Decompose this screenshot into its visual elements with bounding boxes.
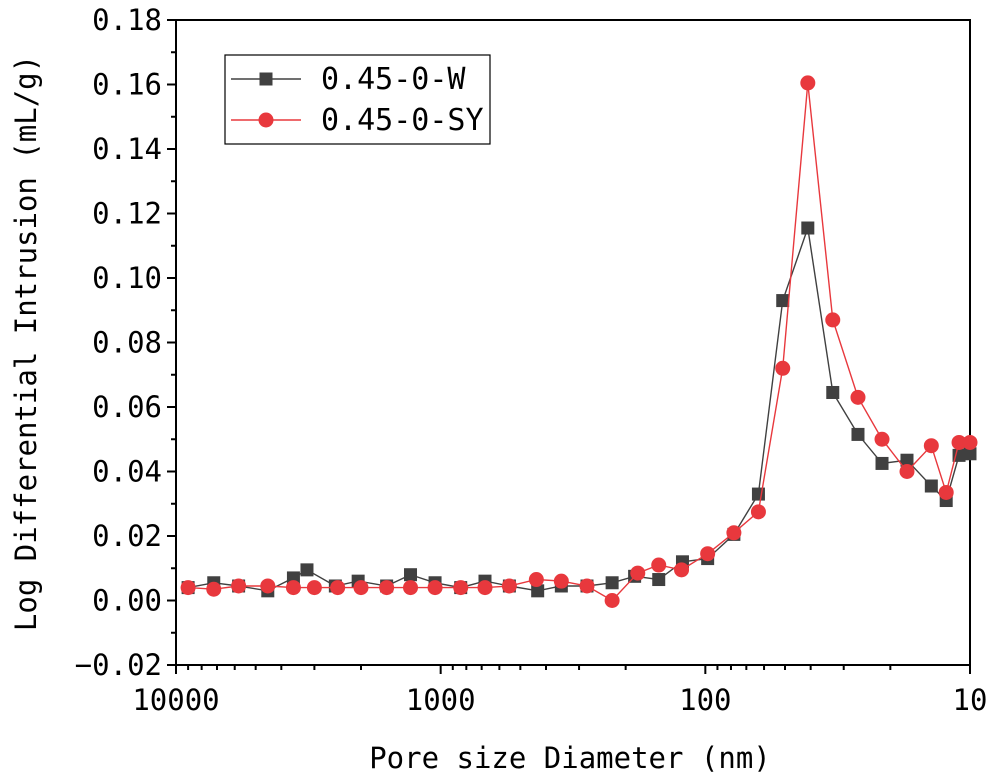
data-point <box>427 580 443 596</box>
x-tick-label: 1000 <box>406 683 476 717</box>
y-tick-label: 0.06 <box>92 390 162 424</box>
data-point <box>604 593 620 608</box>
y-tick-label: 0.08 <box>92 326 162 360</box>
y-tick-label: 0.00 <box>92 584 162 618</box>
axis-tick-labels: −0.02 0.00 0.02 0.04 0.06 0.08 0.10 0.12 0.14 0.1… <box>75 3 988 717</box>
data-point <box>776 294 790 308</box>
data-point <box>605 576 619 590</box>
legend: 0.45-0-W 0.45-0-SY <box>224 54 491 145</box>
y-tick-label: 0.16 <box>92 68 162 102</box>
data-point <box>260 578 276 594</box>
data-point <box>553 573 569 589</box>
data-point <box>330 580 346 596</box>
data-point <box>826 385 840 399</box>
data-point <box>180 580 196 596</box>
data-point <box>800 75 816 91</box>
data-point <box>951 434 967 450</box>
data-point <box>962 434 978 450</box>
x-tick-label: 100 <box>679 683 731 717</box>
series-line <box>188 82 970 602</box>
y-tick-label: 0.02 <box>92 519 162 553</box>
series-1 <box>181 221 977 598</box>
data-point <box>875 456 889 470</box>
data-point <box>306 580 322 596</box>
data-point <box>775 360 791 376</box>
data-point <box>379 580 395 596</box>
y-tick-label: 0.18 <box>92 3 162 37</box>
data-point <box>674 562 690 578</box>
data-point <box>403 580 419 596</box>
data-point <box>874 431 890 447</box>
data-point <box>353 580 369 596</box>
data-point <box>900 453 914 467</box>
data-point <box>700 546 716 562</box>
x-tick-label: 10 <box>953 683 988 717</box>
data-point <box>899 464 915 479</box>
y-tick-label: 0.04 <box>92 455 162 489</box>
legend-swatch-marker <box>258 112 274 128</box>
data-point <box>501 578 517 594</box>
data-point <box>851 427 865 441</box>
data-point <box>751 487 765 501</box>
data-point <box>801 221 815 235</box>
data-point <box>750 504 766 520</box>
series-line <box>187 227 971 592</box>
data-point <box>923 438 939 454</box>
data-point <box>453 580 469 596</box>
data-point <box>404 568 418 582</box>
legend-swatch-marker <box>259 72 273 86</box>
legend-label: 0.45-0-SY <box>321 103 484 138</box>
data-point <box>726 525 742 541</box>
data-point <box>850 389 866 405</box>
data-point <box>825 312 841 328</box>
data-point <box>231 578 247 594</box>
data-point <box>630 565 646 581</box>
data-point <box>652 573 666 587</box>
data-point <box>651 557 667 573</box>
data-point <box>206 581 222 597</box>
y-axis-title: Log Differential Intrusion (mL/g) <box>9 55 43 631</box>
y-tick-label: 0.10 <box>92 261 162 295</box>
x-axis-title: Pore size Diameter (nm) <box>369 741 771 775</box>
data-point <box>477 580 493 596</box>
data-point <box>285 580 301 596</box>
axis-ticks <box>167 19 971 674</box>
data-point <box>963 447 977 461</box>
legend-box <box>224 54 491 145</box>
legend-label: 0.45-0-W <box>321 62 466 97</box>
data-point <box>579 578 595 594</box>
y-tick-label: 0.12 <box>92 197 162 231</box>
data-point <box>938 484 954 500</box>
data-point <box>924 479 938 493</box>
data-point <box>528 572 544 588</box>
data-point <box>531 584 545 598</box>
y-tick-label: 0.14 <box>92 132 162 166</box>
x-tick-label: 10000 <box>132 683 219 717</box>
data-point <box>952 448 966 462</box>
series-2 <box>180 75 978 608</box>
y-tick-label: −0.02 <box>75 648 162 682</box>
data-point <box>300 563 314 577</box>
series-layer <box>180 75 978 608</box>
